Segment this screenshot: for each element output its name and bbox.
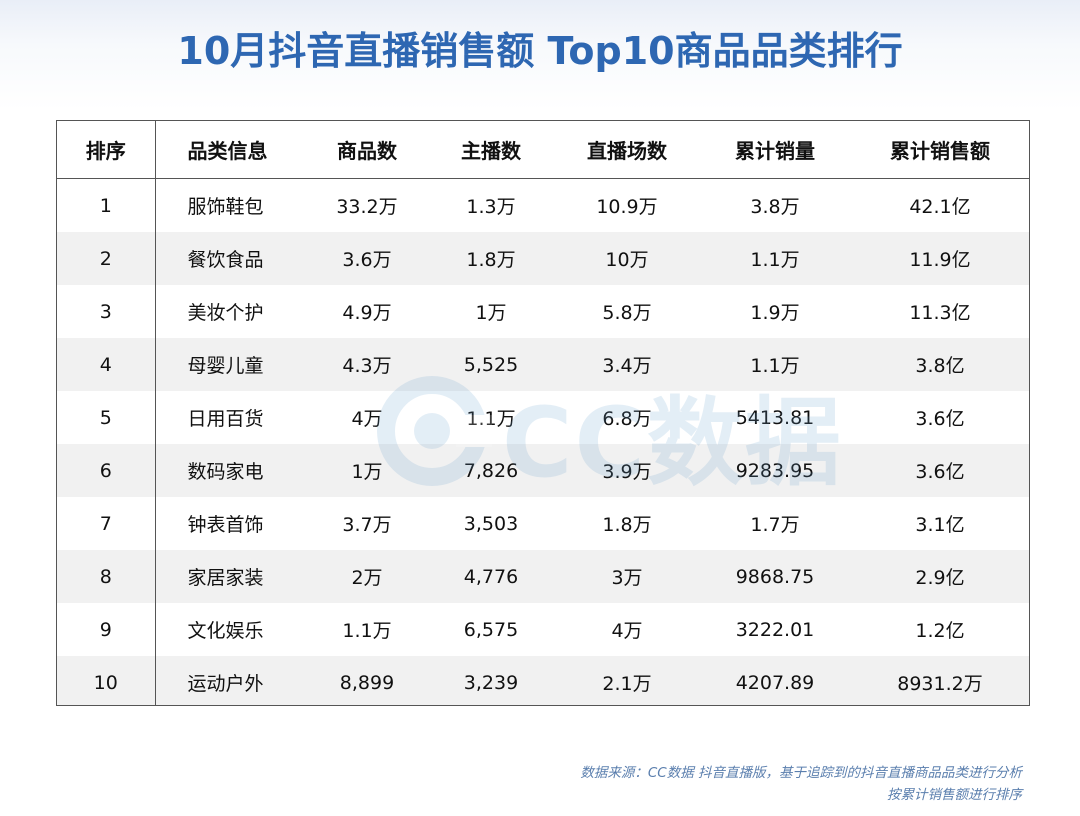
cell-category: 服饰鞋包 bbox=[187, 196, 264, 218]
header-sessions: 直播场数 bbox=[553, 121, 701, 179]
cell-category: 钟表首饰 bbox=[187, 514, 264, 536]
cell-anchors: 4,776 bbox=[429, 550, 553, 603]
cell-sessions: 3.4万 bbox=[553, 338, 701, 391]
cell-sessions: 3.9万 bbox=[553, 444, 701, 497]
ranking-table-container: CC数据 排序 品类信息 商品数 主播数 直播场数 累计销量 累计销售额 bbox=[56, 120, 1030, 706]
table-row: 4 母婴儿童 4.3万 5,525 3.4万 1.1万 3.8亿 bbox=[57, 338, 1029, 391]
header-products: 商品数 bbox=[305, 121, 429, 179]
cell-category: 餐饮食品 bbox=[155, 232, 305, 285]
header-category: 品类信息 bbox=[155, 121, 305, 179]
cell-sessions: 4万 bbox=[611, 620, 643, 642]
page-title: 10月抖音直播销售额 Top10商品品类排行 bbox=[177, 29, 903, 73]
header-volume: 累计销量 bbox=[701, 121, 849, 179]
cell-volume: 5413.81 bbox=[735, 406, 815, 429]
cell-anchors: 1万 bbox=[475, 302, 507, 324]
header-anchors: 主播数 bbox=[429, 121, 553, 179]
cell-anchors: 1.1万 bbox=[466, 408, 516, 430]
cell-rank: 3 bbox=[57, 285, 156, 338]
cell-volume: 3222.01 bbox=[735, 618, 815, 641]
cell-sales: 2.9亿 bbox=[849, 550, 1029, 603]
cell-products: 4.3万 bbox=[305, 338, 429, 391]
cell-rank: 6 bbox=[57, 444, 156, 497]
cell-products: 2万 bbox=[305, 550, 429, 603]
cell-rank: 10 bbox=[57, 656, 156, 705]
cell-sessions: 1.8万 bbox=[602, 514, 652, 536]
cell-volume: 1.9万 bbox=[750, 302, 800, 324]
cell-products: 8,899 bbox=[305, 656, 429, 705]
cell-anchors: 1.3万 bbox=[466, 196, 516, 218]
cell-sales: 42.1亿 bbox=[909, 196, 971, 218]
table-row: 6 数码家电 1万 7,826 3.9万 9283.95 3.6亿 bbox=[57, 444, 1029, 497]
cell-sales: 3.8亿 bbox=[849, 338, 1029, 391]
cell-anchors: 7,826 bbox=[429, 444, 553, 497]
cell-products: 3.7万 bbox=[342, 514, 392, 536]
cell-volume: 1.7万 bbox=[750, 514, 800, 536]
cell-sales: 8931.2万 bbox=[849, 656, 1029, 705]
cell-rank: 8 bbox=[57, 550, 156, 603]
cell-sessions: 10万 bbox=[553, 232, 701, 285]
cell-sales: 11.3亿 bbox=[909, 302, 971, 324]
table-row: 9 文化娱乐 1.1万 6,575 4万 3222.01 1.2亿 bbox=[57, 603, 1029, 656]
cell-anchors: 6,575 bbox=[463, 618, 519, 641]
cell-category: 文化娱乐 bbox=[187, 620, 264, 642]
cell-rank: 1 bbox=[57, 178, 156, 232]
cell-anchors: 3,503 bbox=[463, 512, 519, 535]
cell-products: 4.9万 bbox=[342, 302, 392, 324]
cell-sessions: 10.9万 bbox=[596, 196, 658, 218]
cell-volume: 4207.89 bbox=[701, 656, 849, 705]
table-row: 1 服饰鞋包 33.2万 1.3万 10.9万 3.8万 42.1亿 bbox=[57, 178, 1029, 232]
cell-products: 33.2万 bbox=[336, 196, 398, 218]
cell-category: 家居家装 bbox=[155, 550, 305, 603]
cell-category: 美妆个护 bbox=[187, 302, 264, 324]
ranking-table: 排序 品类信息 商品数 主播数 直播场数 累计销量 累计销售额 1 服饰鞋包 3… bbox=[57, 121, 1029, 705]
cell-anchors: 3,239 bbox=[429, 656, 553, 705]
cell-anchors: 5,525 bbox=[429, 338, 553, 391]
cell-rank: 7 bbox=[57, 497, 156, 550]
source-note-line2: 按累计销售额进行排序 bbox=[887, 787, 1022, 803]
cell-sessions: 2.1万 bbox=[553, 656, 701, 705]
table-row: 5 日用百货 4万 1.1万 6.8万 5413.81 3.6亿 bbox=[57, 391, 1029, 444]
cell-volume: 9868.75 bbox=[701, 550, 849, 603]
cell-category: 数码家电 bbox=[155, 444, 305, 497]
table-row: 2 餐饮食品 3.6万 1.8万 10万 1.1万 11.9亿 bbox=[57, 232, 1029, 285]
cell-volume: 1.1万 bbox=[701, 338, 849, 391]
cell-sales: 1.2亿 bbox=[915, 620, 965, 642]
cell-sales: 3.1亿 bbox=[915, 514, 965, 536]
cell-sales: 3.6亿 bbox=[915, 408, 965, 430]
cell-sessions: 6.8万 bbox=[602, 408, 652, 430]
cell-products: 1.1万 bbox=[342, 620, 392, 642]
header-rank: 排序 bbox=[57, 121, 156, 179]
table-header-row: 排序 品类信息 商品数 主播数 直播场数 累计销量 累计销售额 bbox=[57, 121, 1029, 179]
cell-rank: 9 bbox=[57, 603, 156, 656]
table-row: 7 钟表首饰 3.7万 3,503 1.8万 1.7万 3.1亿 bbox=[57, 497, 1029, 550]
header-sales: 累计销售额 bbox=[849, 121, 1029, 179]
cell-volume: 9283.95 bbox=[701, 444, 849, 497]
cell-sessions: 5.8万 bbox=[602, 302, 652, 324]
cell-rank: 4 bbox=[57, 338, 156, 391]
cell-sales: 3.6亿 bbox=[849, 444, 1029, 497]
cell-products: 3.6万 bbox=[305, 232, 429, 285]
cell-rank: 5 bbox=[57, 391, 156, 444]
cell-products: 1万 bbox=[305, 444, 429, 497]
source-note-line1: 数据来源：CC数据 抖音直播版，基于追踪到的抖音直播商品品类进行分析 bbox=[580, 765, 1022, 781]
cell-category: 日用百货 bbox=[187, 408, 264, 430]
cell-sales: 11.9亿 bbox=[849, 232, 1029, 285]
cell-category: 母婴儿童 bbox=[155, 338, 305, 391]
cell-volume: 3.8万 bbox=[750, 196, 800, 218]
table-row: 3 美妆个护 4.9万 1万 5.8万 1.9万 11.3亿 bbox=[57, 285, 1029, 338]
cell-volume: 1.1万 bbox=[701, 232, 849, 285]
cell-category: 运动户外 bbox=[155, 656, 305, 705]
table-row: 10 运动户外 8,899 3,239 2.1万 4207.89 8931.2万 bbox=[57, 656, 1029, 705]
cell-rank: 2 bbox=[57, 232, 156, 285]
cell-anchors: 1.8万 bbox=[429, 232, 553, 285]
source-note: 数据来源：CC数据 抖音直播版，基于追踪到的抖音直播商品品类进行分析 按累计销售… bbox=[580, 762, 1022, 806]
cell-products: 4万 bbox=[351, 408, 383, 430]
table-row: 8 家居家装 2万 4,776 3万 9868.75 2.9亿 bbox=[57, 550, 1029, 603]
cell-sessions: 3万 bbox=[553, 550, 701, 603]
